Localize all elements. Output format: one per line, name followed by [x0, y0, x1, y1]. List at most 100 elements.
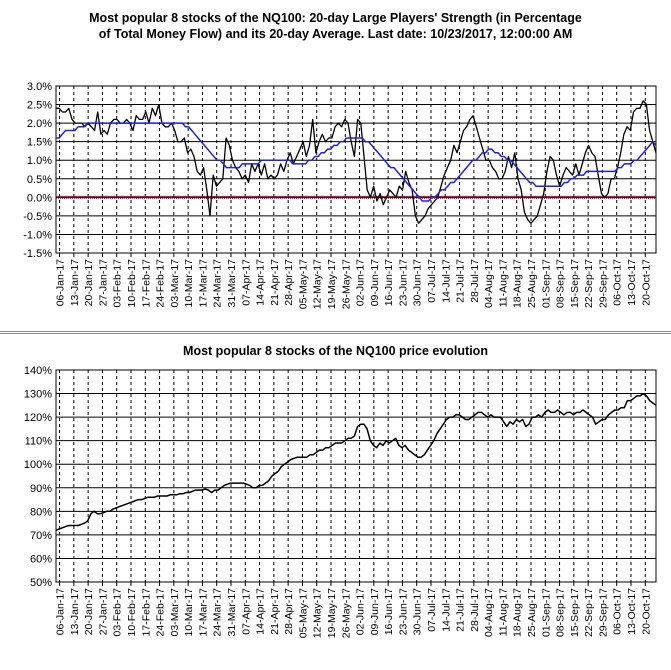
strength-x-tick-label: 22-Sep-17: [583, 259, 595, 308]
price-series-line-1: [55, 392, 657, 531]
strength-series-line-2: [56, 122, 657, 202]
price-x-tick-label: 24-Mar-17: [212, 588, 224, 637]
strength-x-tick-label: 29-Sep-17: [597, 259, 609, 308]
price-x-tick-label: 28-Apr-17: [283, 588, 295, 635]
price-x-tick-label: 07-Jul-17: [426, 588, 438, 632]
price-x-tick-label: 05-May-17: [297, 588, 309, 638]
strength-chart-title: Most popular 8 stocks of the NQ100: 20-d…: [0, 10, 671, 42]
strength-y-tick-label: -0.5%: [23, 211, 52, 223]
strength-x-tick-label: 01-Sep-17: [540, 259, 552, 308]
strength-x-tick-label: 07-Jul-17: [426, 259, 438, 303]
price-x-tick-label: 21-Apr-17: [269, 588, 281, 635]
strength-x-tick-label: 03-Feb-17: [112, 259, 124, 308]
strength-y-tick-label: 1.5%: [27, 137, 52, 149]
strength-x-tick-label: 30-Jun-17: [412, 259, 424, 306]
price-x-tick-label: 09-Jun-17: [369, 588, 381, 635]
price-chart-title: Most popular 8 stocks of the NQ100 price…: [0, 343, 671, 359]
strength-x-tick-label: 21-Apr-17: [269, 259, 281, 306]
strength-x-tick-label: 28-Apr-17: [283, 259, 295, 306]
price-x-tick-label: 07-Apr-17: [240, 588, 252, 635]
strength-y-tick-label: -1.5%: [23, 248, 52, 260]
strength-y-tick-label: 2.5%: [27, 100, 52, 112]
price-x-tick-label: 30-Jun-17: [412, 588, 424, 635]
strength-x-tick-label: 23-Jun-17: [397, 259, 409, 306]
price-x-tick-label: 13-Oct-17: [626, 588, 638, 635]
price-x-tick-label: 10-Feb-17: [126, 588, 138, 637]
strength-x-tick-label: 04-Aug-17: [483, 259, 495, 308]
strength-x-tick-label: 12-May-17: [312, 259, 324, 309]
price-x-tick-label: 19-May-17: [326, 588, 338, 638]
price-x-tick-label: 20-Oct-17: [640, 588, 652, 635]
strength-title-line-2: of Total Money Flow) and its 20-day Aver…: [98, 27, 573, 41]
price-x-tick-label: 06-Oct-17: [612, 588, 624, 635]
price-y-tick-label: 60%: [30, 553, 52, 565]
price-title-line-1: Most popular 8 stocks of the NQ100 price…: [183, 344, 488, 358]
price-x-tick-label: 15-Sep-17: [569, 588, 581, 637]
price-x-tick-label: 03-Feb-17: [112, 588, 124, 637]
price-x-tick-label: 06-Jan-17: [55, 588, 67, 635]
strength-chart-panel: Most popular 8 stocks of the NQ100: 20-d…: [0, 0, 671, 332]
price-x-tick-label: 17-Feb-17: [140, 588, 152, 637]
price-x-tick-label: 18-Aug-17: [512, 588, 524, 637]
price-x-tick-label: 16-Jun-17: [383, 588, 395, 635]
price-y-tick-label: 100%: [24, 459, 52, 471]
strength-y-tick-label: 2.0%: [27, 118, 52, 130]
strength-x-tick-label: 18-Aug-17: [512, 259, 524, 308]
strength-x-tick-label: 11-Aug-17: [497, 259, 509, 307]
price-y-tick-label: 80%: [30, 506, 52, 518]
strength-title-line-1: Most popular 8 stocks of the NQ100: 20-d…: [89, 11, 582, 25]
strength-x-tick-label: 26-May-17: [340, 259, 352, 309]
price-x-tick-label: 13-Jan-17: [69, 588, 81, 635]
strength-chart-svg: -1.5% -1.0% -0.5% 0.0% 0.5% 1.0% 1.5% 2.0% 2.5% 3…: [23, 81, 657, 309]
strength-y-tick-label: 1.0%: [27, 155, 52, 167]
price-y-tick-label: 140%: [24, 365, 52, 377]
price-x-tick-label: 23-Jun-17: [397, 588, 409, 635]
price-x-tick-label: 01-Sep-17: [540, 588, 552, 637]
price-x-tick-label: 28-Jul-17: [469, 588, 481, 632]
price-x-tick-label: 29-Sep-17: [597, 588, 609, 637]
price-chart-panel: Most popular 8 stocks of the NQ100 price…: [0, 333, 671, 670]
price-x-tick-label: 27-Jan-17: [97, 588, 109, 635]
strength-x-tick-label: 17-Mar-17: [197, 259, 209, 308]
price-x-tick-label: 10-Mar-17: [183, 588, 195, 637]
price-y-tick-label: 50%: [30, 577, 52, 589]
strength-x-tick-label: 10-Mar-17: [183, 259, 195, 308]
price-x-tick-label: 14-Jul-17: [440, 588, 452, 632]
strength-x-tick-label: 09-Jun-17: [369, 259, 381, 306]
strength-x-tick-label: 14-Apr-17: [255, 259, 267, 306]
strength-x-tick-label: 24-Mar-17: [212, 259, 224, 308]
price-x-tick-label: 12-May-17: [312, 588, 324, 638]
strength-x-tick-label: 10-Feb-17: [126, 259, 138, 308]
strength-x-tick-label: 07-Apr-17: [240, 259, 252, 306]
strength-x-tick-label: 05-May-17: [297, 259, 309, 309]
strength-x-tick-label: 13-Jan-17: [69, 259, 81, 306]
strength-y-tick-label: -1.0%: [23, 229, 52, 241]
strength-x-tick-label: 06-Oct-17: [612, 259, 624, 306]
strength-x-tick-label: 08-Sep-17: [555, 259, 567, 308]
price-x-tick-label: 04-Aug-17: [483, 588, 495, 637]
strength-x-tick-label: 28-Jul-17: [469, 259, 481, 303]
strength-y-tick-label: 0.0%: [27, 192, 52, 204]
price-y-tick-label: 90%: [30, 483, 52, 495]
price-x-tick-label: 31-Mar-17: [226, 588, 238, 637]
price-x-tick-label: 20-Jan-17: [83, 588, 95, 635]
strength-x-tick-label: 20-Jan-17: [83, 259, 95, 306]
price-plot-frame: [55, 369, 657, 583]
strength-x-tick-label: 14-Jul-17: [440, 259, 452, 303]
strength-y-tick-label: 3.0%: [27, 81, 52, 93]
price-x-tick-label: 14-Apr-17: [255, 588, 267, 635]
price-x-tick-label: 03-Mar-17: [169, 588, 181, 637]
price-x-tick-label: 26-May-17: [340, 588, 352, 638]
strength-x-tick-label: 02-Jun-17: [355, 259, 367, 306]
price-x-tick-label: 24-Feb-17: [155, 588, 167, 637]
strength-x-tick-label: 21-Jul-17: [455, 259, 467, 303]
strength-x-tick-label: 15-Sep-17: [569, 259, 581, 308]
strength-x-tick-label: 16-Jun-17: [383, 259, 395, 306]
strength-x-tick-label: 20-Oct-17: [640, 259, 652, 306]
price-x-tick-label: 08-Sep-17: [555, 588, 567, 637]
strength-x-tick-label: 24-Feb-17: [155, 259, 167, 308]
price-y-tick-label: 120%: [24, 412, 52, 424]
price-x-tick-label: 11-Aug-17: [497, 588, 509, 636]
strength-y-tick-label: 0.5%: [27, 174, 52, 186]
price-x-tick-label: 02-Jun-17: [355, 588, 367, 635]
